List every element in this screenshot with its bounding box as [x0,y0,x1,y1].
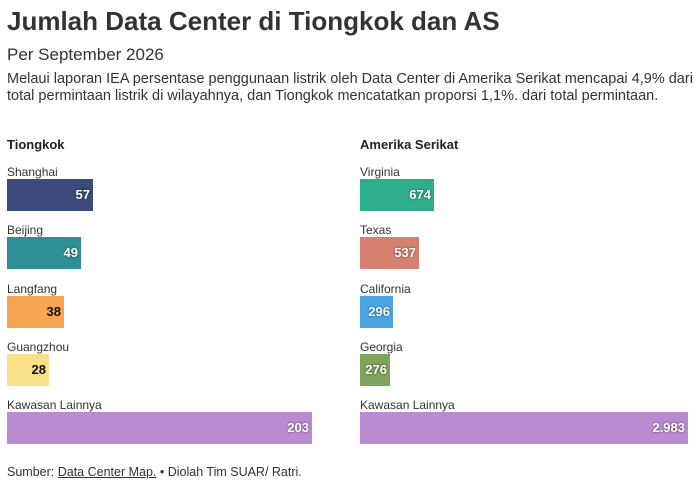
category-label: Virginia [360,165,400,179]
chart-title: Jumlah Data Center di Tiongkok dan AS [7,6,500,36]
category-label: California [360,282,411,296]
category-label: Langfang [7,282,58,296]
bar-virginia: 674 [360,179,434,211]
category-label: Texas [360,223,392,237]
panel-title-tiongkok: Tiongkok [7,137,65,152]
value-label: 28 [31,362,46,377]
source-prefix: Sumber: [7,465,58,479]
bar-georgia: 276 [360,354,390,386]
value-label: 674 [409,187,431,202]
bar-langfang: 38 [7,296,64,328]
chart-description: Melaui laporan IEA persentase penggunaan… [7,71,693,104]
panel-title-amerika-serikat: Amerika Serikat [360,137,459,152]
bar-texas: 537 [360,237,419,269]
panel-amerika-serikat: Amerika Serikat Virginia 674 Texas 537 Calif… [360,137,688,444]
value-label: 203 [287,420,309,435]
bar-beijing: 49 [7,237,81,269]
category-label: Kawasan Lainnya [7,398,102,412]
bar-shanghai: 57 [7,179,93,211]
category-label: Kawasan Lainnya [360,398,455,412]
value-label: 2.983 [652,420,685,435]
category-label: Shanghai [7,165,58,179]
value-label: 49 [63,245,78,260]
bar-kawasan-lainnya: 203 [7,412,312,444]
value-label: 296 [368,304,390,319]
panel-tiongkok: Tiongkok Shanghai 57 Beijing 49 Langfang 38 Gu… [7,137,312,444]
bar-guangzhou: 28 [7,354,49,386]
category-label: Georgia [360,340,403,354]
value-label: 276 [365,362,387,377]
bar-california: 296 [360,296,393,328]
bar-kawasan-lainnya: 2.983 [360,412,688,444]
source-link[interactable]: Data Center Map. [57,465,157,479]
value-label: 38 [46,304,61,319]
category-label: Guangzhou [7,340,70,354]
source-footer: Sumber: Data Center Map. • Diolah Tim SU… [7,465,302,479]
source-suffix: • Diolah Tim SUAR/ Ratri. [156,465,302,479]
category-label: Beijing [7,223,44,237]
value-label: 537 [394,245,416,260]
chart-subtitle: Per September 2026 [7,45,164,64]
value-label: 57 [75,187,90,202]
